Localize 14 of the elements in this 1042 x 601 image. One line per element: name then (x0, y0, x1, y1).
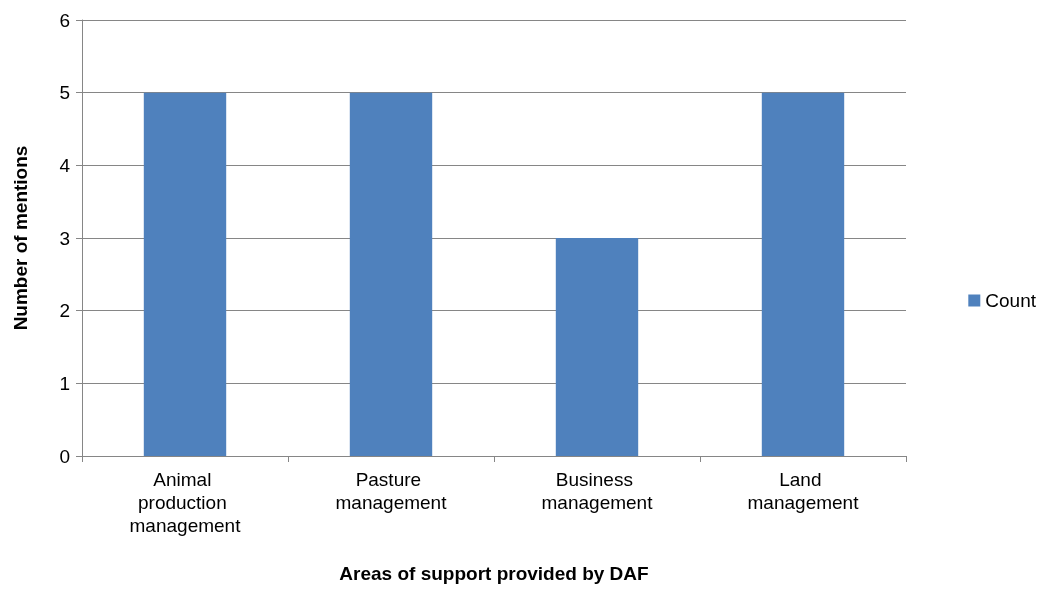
x-tick-label: Pasture management (335, 469, 448, 513)
y-tick-label: 0 (59, 445, 70, 467)
x-tick-label: Land management (747, 469, 860, 513)
y-tick-label: 4 (59, 154, 71, 176)
y-tick-label: 5 (59, 82, 70, 104)
y-tick-label: 1 (59, 372, 70, 394)
y-tick-label: 2 (59, 300, 70, 322)
x-axis-title: Areas of support provided by DAF (339, 563, 649, 584)
y-axis-title: Number of mentions (10, 145, 31, 331)
x-tick-label: Animal production management (129, 469, 242, 536)
x-tick-label: Business management (541, 469, 654, 513)
legend-label: Count (985, 290, 1037, 311)
y-tick-label: 3 (59, 227, 70, 249)
y-tick-label: 6 (59, 9, 70, 31)
